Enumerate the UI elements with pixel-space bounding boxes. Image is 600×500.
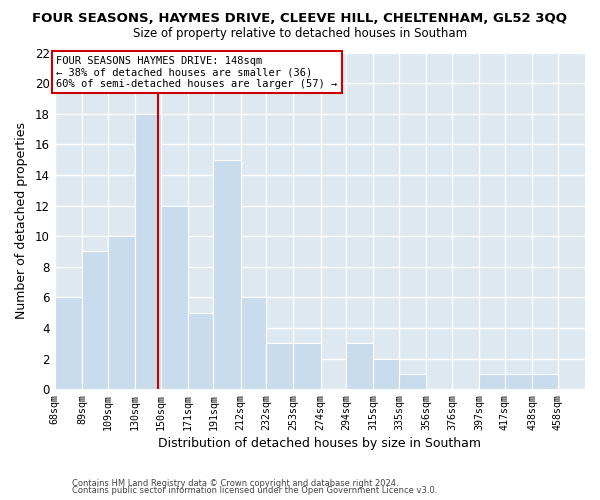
Bar <box>505 374 532 389</box>
Text: Contains HM Land Registry data © Crown copyright and database right 2024.: Contains HM Land Registry data © Crown c… <box>72 478 398 488</box>
Bar <box>346 344 373 389</box>
Text: FOUR SEASONS HAYMES DRIVE: 148sqm
← 38% of detached houses are smaller (36)
60% : FOUR SEASONS HAYMES DRIVE: 148sqm ← 38% … <box>56 56 337 89</box>
Bar <box>585 374 600 389</box>
Bar <box>532 374 558 389</box>
Bar <box>241 298 266 389</box>
Bar <box>373 358 399 389</box>
Bar <box>188 312 214 389</box>
X-axis label: Distribution of detached houses by size in Southam: Distribution of detached houses by size … <box>158 437 481 450</box>
Bar <box>293 344 320 389</box>
Bar <box>82 252 107 389</box>
Bar <box>399 374 427 389</box>
Bar <box>161 206 188 389</box>
Bar <box>266 344 293 389</box>
Bar <box>214 160 241 389</box>
Bar <box>55 298 82 389</box>
Text: Contains public sector information licensed under the Open Government Licence v3: Contains public sector information licen… <box>72 486 437 495</box>
Text: Size of property relative to detached houses in Southam: Size of property relative to detached ho… <box>133 28 467 40</box>
Bar <box>479 374 505 389</box>
Text: FOUR SEASONS, HAYMES DRIVE, CLEEVE HILL, CHELTENHAM, GL52 3QQ: FOUR SEASONS, HAYMES DRIVE, CLEEVE HILL,… <box>32 12 568 26</box>
Bar <box>107 236 135 389</box>
Bar <box>135 114 161 389</box>
Y-axis label: Number of detached properties: Number of detached properties <box>15 122 28 320</box>
